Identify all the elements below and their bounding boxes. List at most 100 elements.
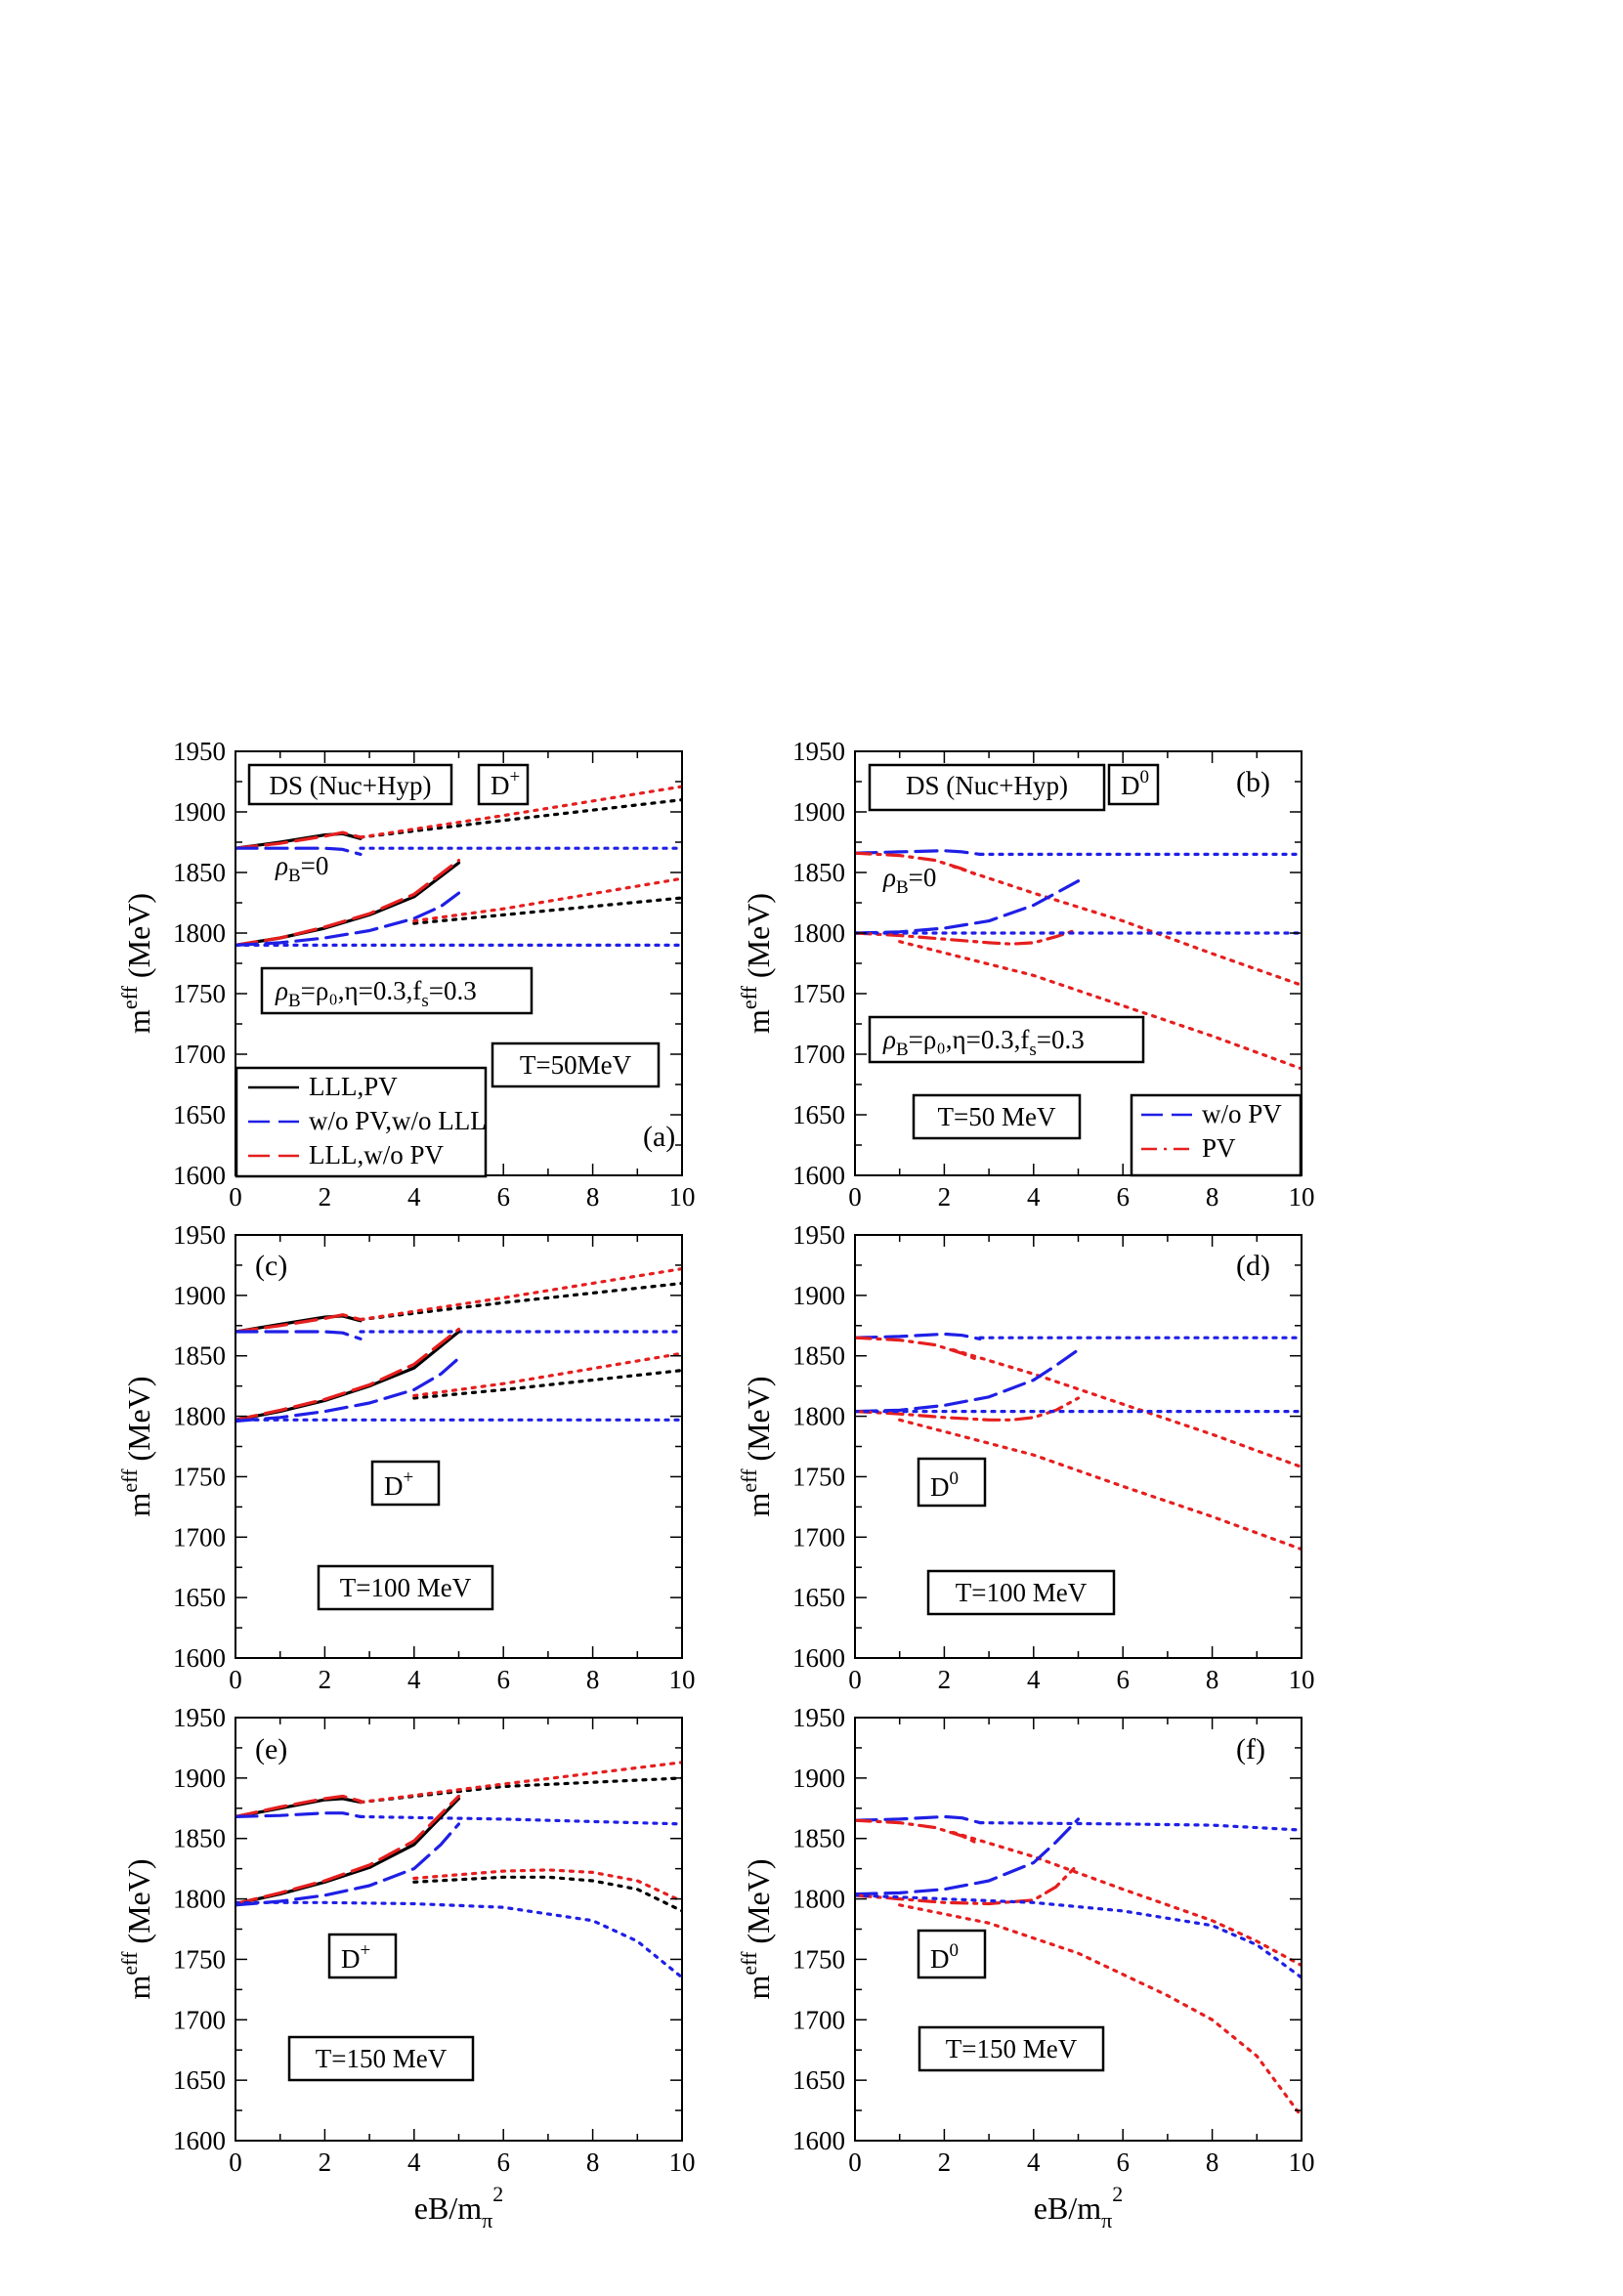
x-tick-label: 4 [407, 1182, 421, 1212]
y-tick-label: 1650 [792, 1100, 845, 1129]
meson-label: D0 [930, 1940, 959, 1974]
y-tick-label: 1850 [173, 1824, 226, 1853]
series-line-black-dot [412, 1369, 682, 1400]
x-tick-label: 6 [1116, 1182, 1130, 1212]
series-line-red-dashdot [855, 851, 982, 878]
legend-box [1130, 1093, 1303, 1177]
density-box [260, 966, 534, 1015]
series-group [855, 849, 1302, 1071]
panel-b: 0 2 4 6 8 10 1600 1650 1700 1750 1800 1850 1900 1950 m… [737, 737, 1315, 1212]
series-line-blue-dash [235, 1356, 461, 1424]
plot-frame [854, 1717, 1303, 2142]
y-tick-label: 1750 [173, 979, 226, 1008]
y-tick-label: 1900 [792, 797, 845, 827]
x-tick-label: 10 [1289, 2147, 1315, 2177]
series-line-red-dot [898, 1418, 1302, 1552]
y-tick-label: 1850 [792, 1341, 845, 1371]
y-axis-label: meff (MeV) [117, 893, 156, 1034]
x-tick-label: 4 [407, 2147, 421, 2177]
series-line-blue-dash [235, 1330, 363, 1340]
x-tick-label: 4 [1027, 1182, 1041, 1212]
series-line-red-dot [898, 940, 1302, 1071]
x-tick-label: 2 [319, 1665, 332, 1694]
series-line-black-dot [359, 1281, 682, 1322]
y-tick-label: 1900 [792, 1764, 845, 1793]
series-line-black-dot [412, 1875, 682, 1913]
x-tick-label: 2 [319, 1182, 332, 1212]
y-tick-label: 1850 [173, 1341, 226, 1371]
legend-box [235, 1066, 488, 1178]
series-line-red-dash [235, 1327, 461, 1422]
series-line-blue-dash [235, 891, 461, 947]
series-line-blue-dash [855, 1817, 1081, 1896]
series-line-red-dashdot [855, 1336, 982, 1363]
legend-label: PV [1202, 1133, 1236, 1163]
series-group [855, 1332, 1302, 1552]
temperature-box [287, 2035, 475, 2082]
temperature-box [491, 1042, 661, 1088]
legend-label: w/o PV,w/o LLL [309, 1106, 487, 1135]
panel-label: (c) [255, 1250, 287, 1282]
series-group [235, 1267, 682, 1424]
series-line-red-dash [235, 1794, 363, 1818]
panel-c: 0 2 4 6 8 10 1600 1650 1700 1750 1800 1850 1900 1950 m… [117, 1220, 696, 1694]
x-tick-label: 8 [586, 2147, 600, 2177]
panel-d: 0 2 4 6 8 10 1600 1650 1700 1750 1800 1850 1900 1950 m… [737, 1220, 1315, 1694]
y-tick-label: 1600 [792, 1643, 845, 1673]
panel-label: (a) [643, 1121, 675, 1153]
meson-label: D+ [491, 767, 520, 800]
x-tick-label: 0 [848, 1665, 862, 1694]
y-tick-label: 1950 [792, 737, 845, 766]
y-axis-label: meff (MeV) [737, 1377, 776, 1517]
model-label: DS (Nuc+Hyp) [906, 771, 1068, 800]
x-tick-label: 4 [407, 1665, 421, 1694]
meson-box [1107, 763, 1160, 806]
y-tick-label: 1650 [792, 2065, 845, 2095]
series-line-blue-dash [235, 1822, 461, 1907]
y-tick-label: 1600 [792, 2126, 845, 2155]
y-tick-label: 1750 [173, 1462, 226, 1491]
temperature-box [918, 2025, 1105, 2072]
x-tick-label: 6 [496, 2147, 510, 2177]
meson-label: D0 [1121, 767, 1149, 800]
series-line-blue-dash [855, 1347, 1081, 1414]
density-label: ρB=ρ₀,η=0.3,fs=0.3 [882, 1025, 1085, 1060]
x-axis-label: eB/mπ2 [414, 2182, 503, 2232]
legend-label: LLL,w/o PV [309, 1140, 444, 1169]
y-tick-label: 1900 [173, 797, 226, 827]
series-line-red-dash [235, 830, 363, 850]
y-tick-label: 1900 [173, 1764, 226, 1793]
x-tick-label: 4 [1027, 2147, 1041, 2177]
meson-label: D+ [341, 1940, 370, 1974]
y-tick-label: 1850 [173, 858, 226, 887]
model-box [868, 763, 1106, 812]
x-tick-label: 6 [496, 1182, 510, 1212]
y-tick-label: 1950 [173, 1703, 226, 1732]
rho-zero-label: ρB=0 [275, 851, 328, 886]
series-line-blue-dot [359, 1814, 682, 1826]
y-tick-label: 1650 [173, 2065, 226, 2095]
meson-box [327, 1933, 398, 1979]
x-axis-label: eB/mπ2 [1034, 2182, 1123, 2232]
series-line-blue-dot [978, 1821, 1302, 1832]
meson-box [917, 1457, 987, 1508]
y-tick-label: 1700 [173, 1040, 226, 1069]
series-line-red-dot [412, 876, 682, 923]
panel-e: 0 2 4 6 8 10 1600 1650 1700 1750 1800 1850 1900 1950 m… [117, 1703, 696, 2232]
series-line-red-dashdot [855, 927, 1081, 946]
series-line-red-dash [235, 859, 461, 947]
y-tick-label: 1850 [792, 1824, 845, 1853]
x-tick-label: 8 [586, 1665, 600, 1694]
series-line-red-dash [235, 1794, 461, 1906]
x-tick-label: 8 [1206, 1182, 1219, 1212]
series-line-red-dot [359, 1267, 682, 1322]
legend-label: LLL,PV [309, 1072, 398, 1101]
series-line-blue-dash [855, 879, 1081, 935]
series-line-blue-dot [235, 1900, 682, 1979]
y-tick-label: 1900 [173, 1281, 226, 1310]
x-tick-label: 2 [319, 2147, 332, 2177]
series-group [855, 1814, 1302, 2118]
rho-zero-label: ρB=0 [882, 863, 936, 898]
y-axis-label: meff (MeV) [117, 1859, 156, 2000]
